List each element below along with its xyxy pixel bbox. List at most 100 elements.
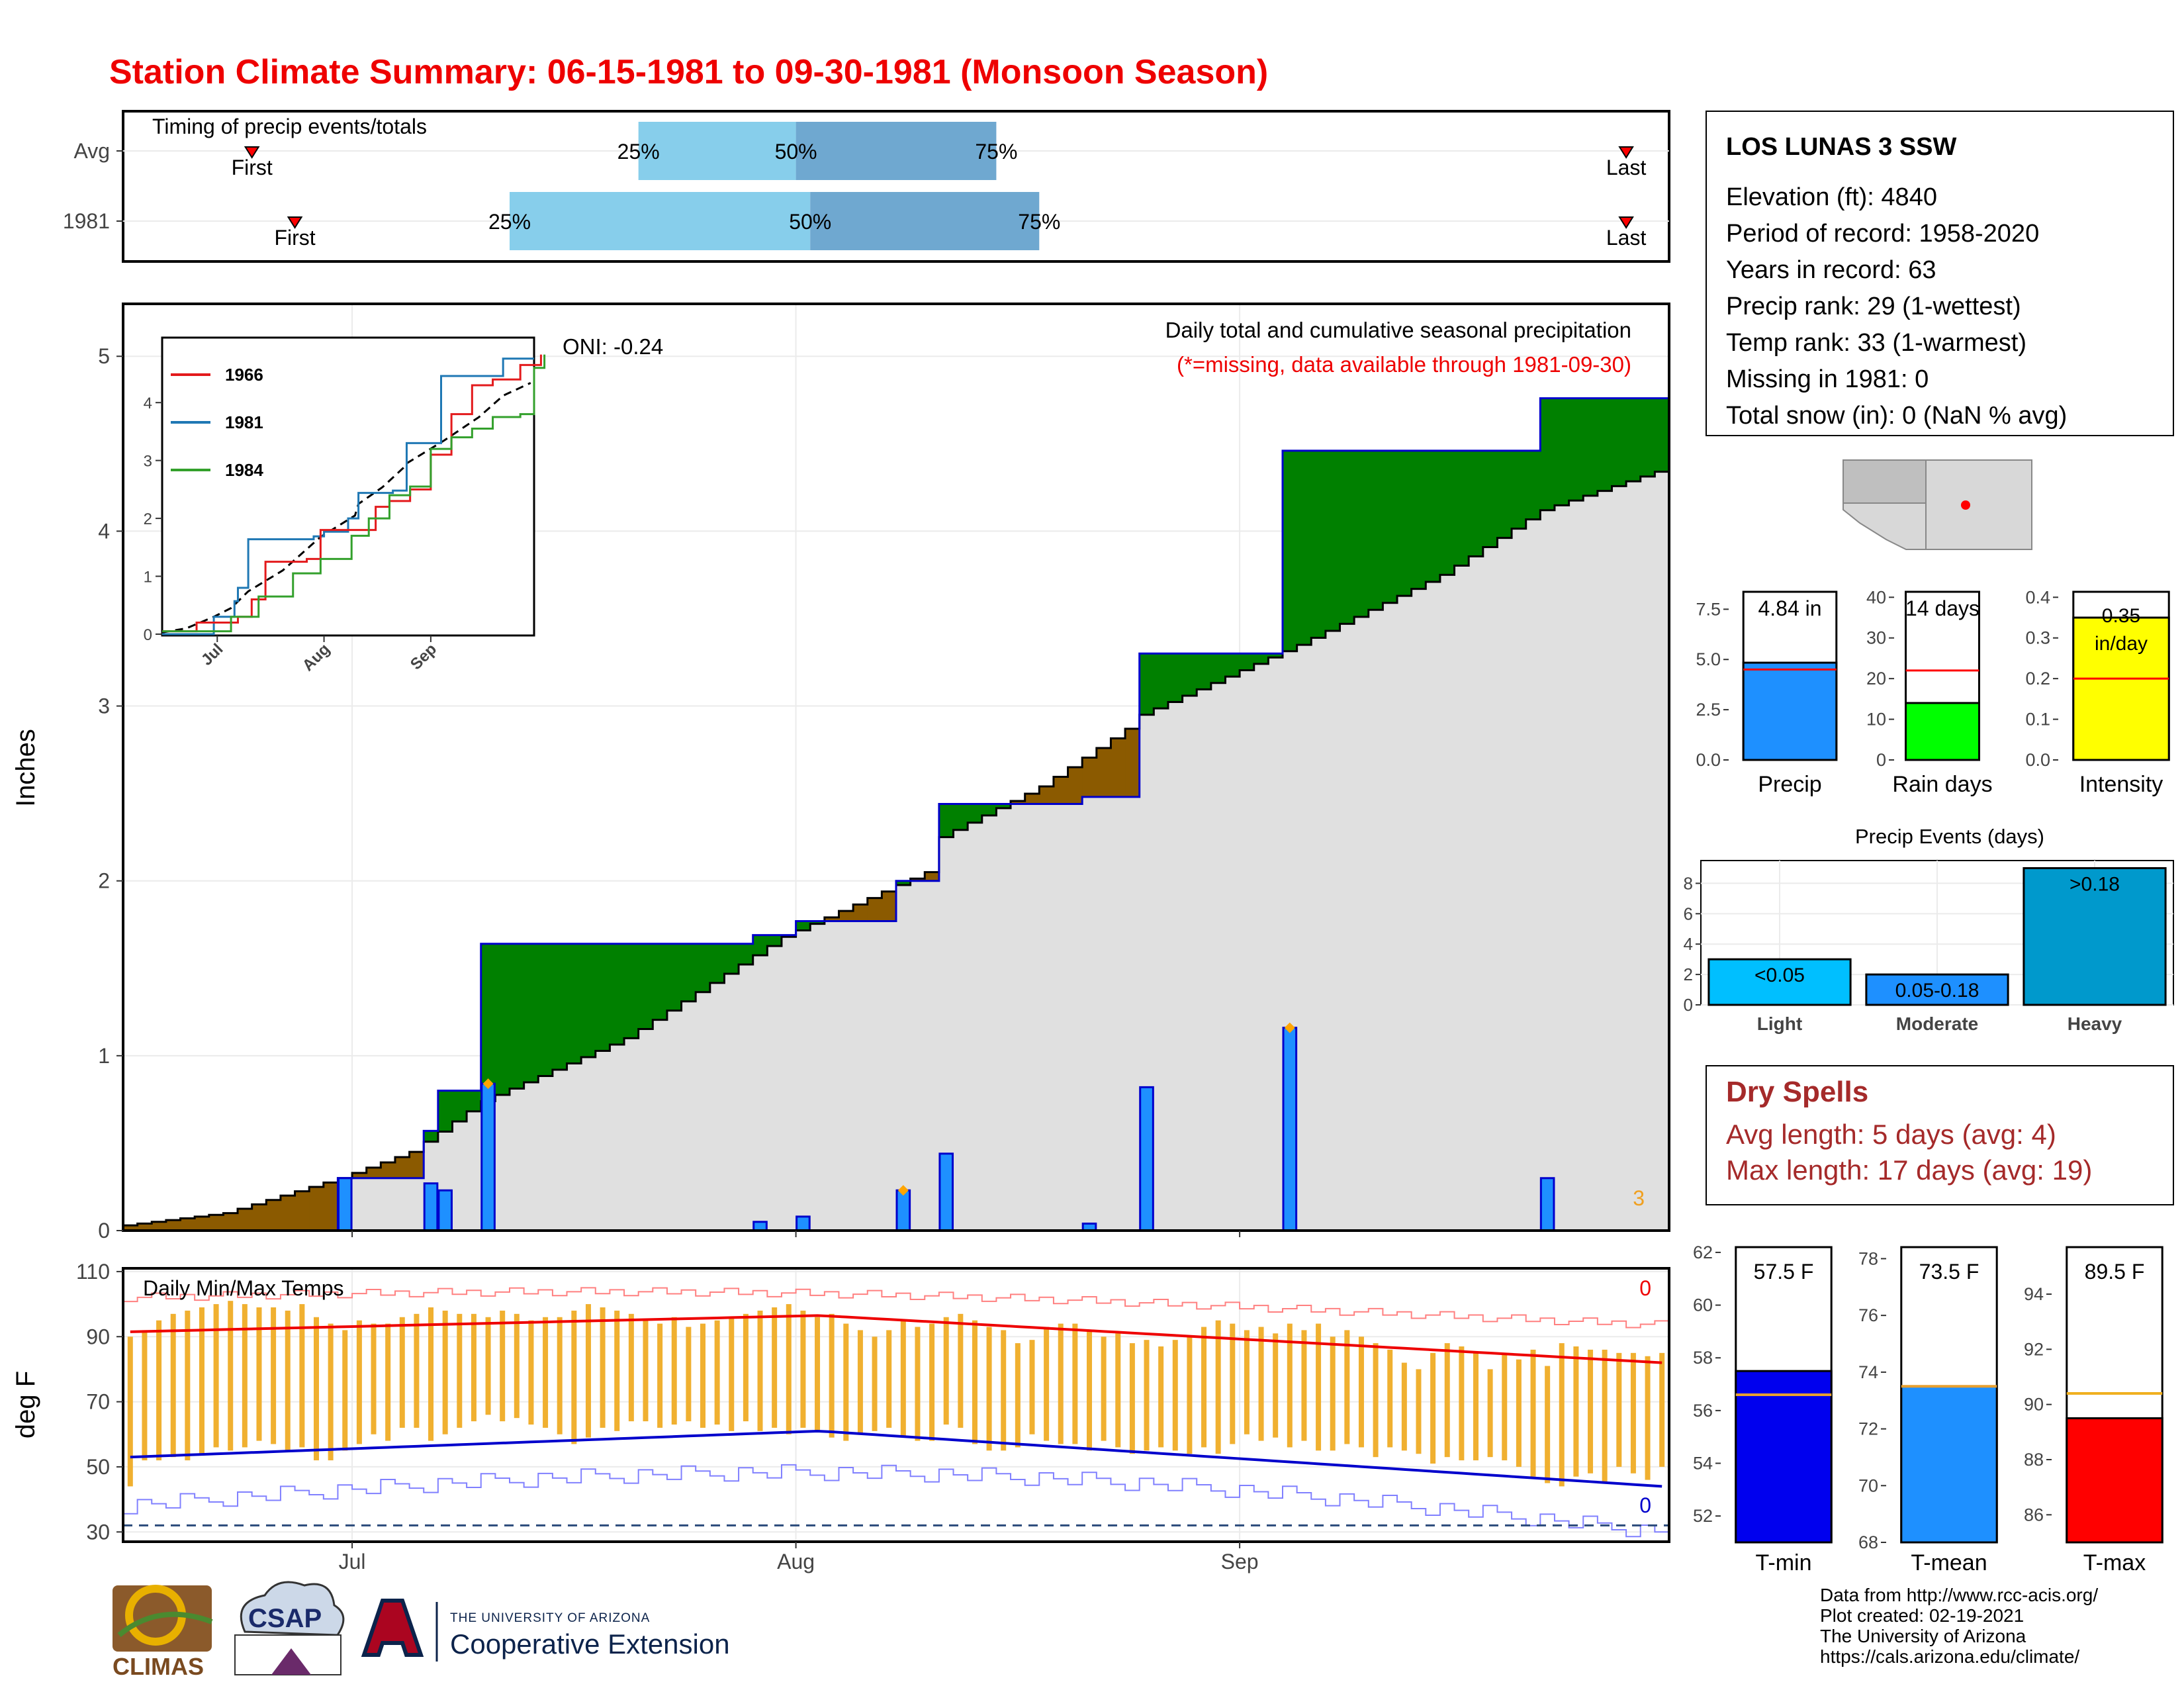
above-avg-block <box>1540 398 1555 510</box>
daily-temp-bar <box>185 1310 191 1461</box>
precip-frame <box>122 303 1670 1232</box>
above-avg-block <box>1340 450 1355 624</box>
timing-p75-label: 75% <box>975 140 1017 164</box>
temp-y-tick-label: 30 <box>86 1520 110 1544</box>
daily-precip-bar <box>1282 1027 1298 1232</box>
mini-category-label: T-max <box>2083 1550 2146 1575</box>
above-avg-block <box>1240 653 1255 671</box>
above-avg-block <box>810 921 825 924</box>
flag-marker-icon <box>897 1185 909 1196</box>
inset-y-tick-label: 1 <box>144 569 152 586</box>
daily-temp-bar <box>1559 1343 1565 1487</box>
daily-temp-bar <box>328 1323 334 1461</box>
logos: CLIMAS CSAP THE UNIVERSITY OF ARIZONA Co… <box>113 1581 730 1680</box>
daily-temp-bar <box>772 1307 778 1428</box>
daily-temp-bar <box>1287 1323 1293 1448</box>
below-avg-block <box>409 1152 424 1178</box>
timing-panel: Timing of precip events/totals 25% 50% 75%… <box>63 110 1670 263</box>
daily-precip-bar <box>1539 1177 1555 1232</box>
daily-temp-bar <box>1044 1327 1050 1441</box>
mini-value-bar <box>1900 1385 1998 1544</box>
dry-spells-box: Dry Spells Avg length: 5 days (avg: 4) M… <box>1706 1065 2174 1205</box>
mini-y-tick-label: 56 <box>1693 1401 1713 1421</box>
climas-swoosh-icon <box>117 1611 213 1638</box>
mini-y-tick-label: 0.4 <box>2025 587 2050 607</box>
below-avg-block <box>309 1186 324 1231</box>
footer-line: The University of Arizona <box>1820 1626 2026 1646</box>
above-avg-block <box>1454 450 1469 566</box>
csap-cloud-icon <box>240 1581 345 1636</box>
flag-marker-icon <box>482 1078 494 1090</box>
mini-y-tick-label: 10 <box>1866 710 1886 729</box>
mini-category-label: Rain days <box>1892 772 1992 797</box>
mini-y-tick-label: 30 <box>1866 628 1886 648</box>
precip-y-tick-label: 3 <box>98 694 110 718</box>
daily-temp-bar <box>1244 1330 1250 1434</box>
month-tick-label: Sep <box>1221 1550 1259 1573</box>
daily-temp-bar <box>1473 1352 1479 1461</box>
daily-temp-bar <box>1516 1359 1522 1467</box>
daily-temp-bar <box>958 1313 964 1428</box>
above-avg-block <box>467 1090 482 1111</box>
above-avg-block <box>968 804 983 823</box>
mini-category-label: Precip <box>1758 772 1821 797</box>
timing-rows: 25% 50% 75% First Last Avg 25% 50% 75% First Last 1… <box>63 122 1669 250</box>
daily-temp-bar <box>1273 1333 1279 1438</box>
footer-line: https://cals.arizona.edu/climate/ <box>1820 1646 2080 1667</box>
daily-temp-bar <box>1344 1330 1350 1444</box>
timing-q2-bar <box>810 192 1040 250</box>
above-avg-block <box>1569 398 1584 501</box>
daily-temp-bar <box>1602 1349 1608 1483</box>
dry-spells-frame <box>1706 1065 2174 1205</box>
mini-y-tick-label: 70 <box>1858 1476 1878 1495</box>
timing-q1-bar <box>638 122 796 180</box>
mini-y-tick-label: 94 <box>2024 1284 2044 1304</box>
above-avg-block <box>739 943 754 965</box>
inset-legend-label: 1966 <box>225 365 263 385</box>
events-y-tick-label: 0 <box>1684 995 1693 1015</box>
daily-temp-bar <box>1101 1336 1107 1441</box>
events-category-label: Moderate <box>1896 1013 1978 1034</box>
tmax-chart: 86 88 90 92 94 89.5 F T-max <box>2024 1244 2177 1575</box>
footer-line: Plot created: 02-19-2021 <box>1820 1605 2025 1626</box>
above-avg-block <box>480 943 496 1102</box>
daily-temp-bar <box>414 1313 420 1428</box>
daily-temp-bar <box>1015 1343 1021 1448</box>
daily-temp-bar <box>729 1317 735 1431</box>
below-avg-block <box>839 911 854 921</box>
mini-y-tick-label: 0 <box>1876 750 1886 770</box>
above-avg-block <box>1597 398 1613 491</box>
daily-temp-bar <box>686 1327 692 1422</box>
daily-temp-bar <box>857 1330 863 1434</box>
daily-temp-bar <box>671 1317 677 1425</box>
dry-spells-title: Dry Spells <box>1726 1076 1868 1108</box>
below-avg-block <box>1125 728 1140 797</box>
first-marker-icon <box>244 146 260 159</box>
precip-panel: 0 1 2 3 4 5 ONI: -0.24 Daily total and cumula… <box>11 303 1670 1243</box>
daily-temp-bar <box>1459 1346 1465 1461</box>
timing-title: Timing of precip events/totals <box>152 115 427 138</box>
daily-temp-bar <box>314 1317 319 1461</box>
daily-temp-bar <box>585 1304 591 1438</box>
below-avg-block <box>1068 767 1083 804</box>
station-info-line: Period of record: 1958-2020 <box>1726 220 2039 248</box>
above-avg-block <box>1469 450 1484 557</box>
above-avg-block <box>896 880 911 886</box>
precip-y-tick-label: 4 <box>98 519 110 543</box>
above-avg-block <box>1225 653 1240 677</box>
daily-temp-bar <box>1430 1352 1436 1464</box>
low-record-count: 0 <box>1639 1493 1651 1517</box>
inset-y-tick-label: 4 <box>144 395 152 412</box>
timing-p25-label: 25% <box>617 140 660 164</box>
daily-temp-bar <box>815 1317 821 1431</box>
daily-temp-bar <box>1301 1330 1307 1441</box>
tmin-chart: 52 54 56 58 60 62 57.5 F T-min <box>1693 1243 1846 1575</box>
daily-temp-bar <box>457 1313 463 1428</box>
daily-temp-bar <box>1573 1346 1579 1477</box>
daily-temp-bar <box>1401 1362 1407 1451</box>
mini-y-tick-label: 62 <box>1693 1243 1713 1262</box>
high-record-count: 0 <box>1639 1276 1651 1300</box>
timing-p25-label: 25% <box>488 210 531 234</box>
above-avg-block <box>610 943 625 1045</box>
above-avg-block <box>1325 450 1341 631</box>
